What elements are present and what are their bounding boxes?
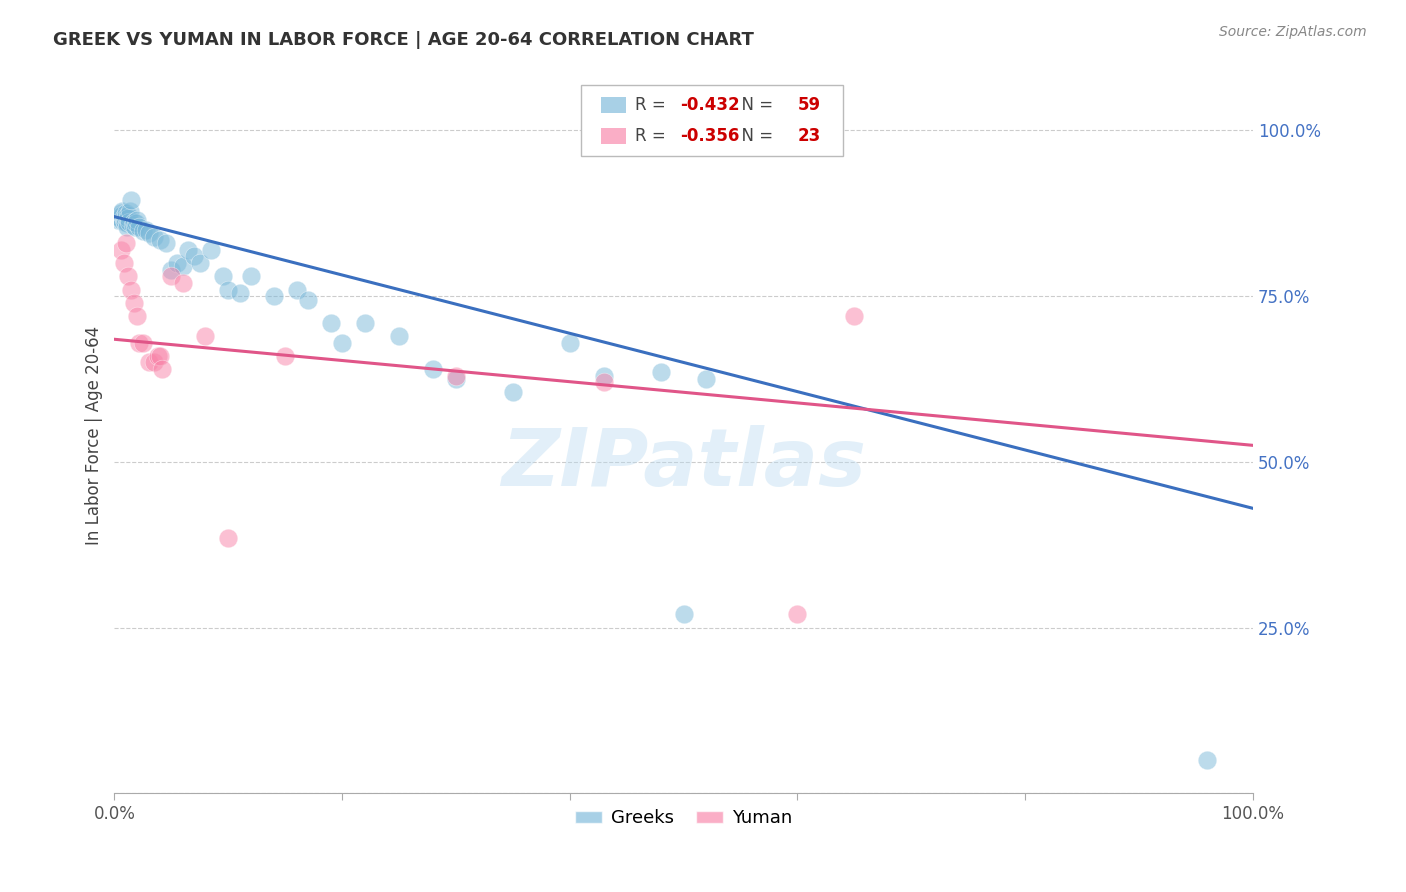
Point xyxy=(695,372,717,386)
Point xyxy=(132,224,155,238)
Point xyxy=(115,216,138,230)
Point xyxy=(155,236,177,251)
Point xyxy=(297,293,319,307)
Point xyxy=(183,249,205,263)
Point xyxy=(117,269,139,284)
Point xyxy=(422,362,444,376)
Point xyxy=(172,276,194,290)
Point xyxy=(200,243,222,257)
Point xyxy=(593,376,616,390)
Point xyxy=(388,329,411,343)
FancyBboxPatch shape xyxy=(600,128,626,144)
Point xyxy=(114,210,136,224)
Point xyxy=(108,210,131,224)
Point xyxy=(121,193,143,207)
Text: -0.432: -0.432 xyxy=(681,95,740,113)
Legend: Greeks, Yuman: Greeks, Yuman xyxy=(568,802,800,834)
Point xyxy=(121,283,143,297)
Point xyxy=(135,223,157,237)
Point xyxy=(112,213,135,227)
Point xyxy=(114,206,136,220)
Text: GREEK VS YUMAN IN LABOR FORCE | AGE 20-64 CORRELATION CHART: GREEK VS YUMAN IN LABOR FORCE | AGE 20-6… xyxy=(53,31,754,49)
Point xyxy=(1197,753,1219,767)
Point xyxy=(160,269,183,284)
Text: N =: N = xyxy=(731,128,779,145)
Point xyxy=(127,213,149,227)
Point xyxy=(121,218,143,232)
Point xyxy=(177,243,200,257)
Text: -0.356: -0.356 xyxy=(681,128,740,145)
Point xyxy=(444,372,467,386)
Point xyxy=(108,211,131,225)
Point xyxy=(128,335,150,350)
Point xyxy=(114,211,136,225)
Point xyxy=(110,213,132,227)
Point xyxy=(124,219,146,234)
Point xyxy=(146,349,169,363)
Text: Source: ZipAtlas.com: Source: ZipAtlas.com xyxy=(1219,25,1367,39)
Point xyxy=(150,362,173,376)
Point xyxy=(274,349,297,363)
Point xyxy=(117,208,139,222)
Point xyxy=(112,210,135,224)
Point xyxy=(330,335,353,350)
FancyBboxPatch shape xyxy=(581,85,844,156)
Text: R =: R = xyxy=(634,95,671,113)
Point xyxy=(166,256,188,270)
Point xyxy=(593,368,616,383)
Point xyxy=(110,243,132,257)
Point xyxy=(117,211,139,225)
Text: 23: 23 xyxy=(797,128,821,145)
Point xyxy=(114,236,136,251)
Point xyxy=(285,283,308,297)
Point xyxy=(112,256,135,270)
Point xyxy=(188,256,211,270)
Point xyxy=(240,269,263,284)
Point xyxy=(122,215,145,229)
Point xyxy=(143,229,166,244)
Point xyxy=(138,226,160,240)
Text: N =: N = xyxy=(731,95,779,113)
Point xyxy=(122,295,145,310)
Point xyxy=(114,215,136,229)
Y-axis label: In Labor Force | Age 20-64: In Labor Force | Age 20-64 xyxy=(86,326,103,545)
Point xyxy=(558,335,581,350)
Point xyxy=(354,316,377,330)
Point xyxy=(502,385,524,400)
Point xyxy=(217,531,239,545)
Point xyxy=(211,269,233,284)
Point xyxy=(672,607,695,622)
Point xyxy=(132,335,155,350)
Point xyxy=(650,366,672,380)
Point xyxy=(110,206,132,220)
Point xyxy=(194,329,217,343)
Point xyxy=(844,309,866,323)
Point xyxy=(111,208,134,222)
Point xyxy=(160,262,183,277)
Point xyxy=(138,355,160,369)
Point xyxy=(217,283,239,297)
Point xyxy=(128,219,150,234)
Point xyxy=(319,316,342,330)
Point xyxy=(228,285,250,300)
Point xyxy=(149,349,172,363)
Text: 59: 59 xyxy=(797,95,821,113)
FancyBboxPatch shape xyxy=(600,96,626,112)
Point xyxy=(143,355,166,369)
Text: R =: R = xyxy=(634,128,671,145)
Point xyxy=(149,233,172,247)
Point xyxy=(125,216,148,230)
Point xyxy=(786,607,808,622)
Point xyxy=(118,215,141,229)
Point xyxy=(107,213,129,227)
Point xyxy=(111,204,134,219)
Point xyxy=(127,309,149,323)
Text: ZIPatlas: ZIPatlas xyxy=(501,425,866,503)
Point xyxy=(115,219,138,234)
Point xyxy=(120,204,142,219)
Point xyxy=(444,368,467,383)
Point xyxy=(172,260,194,274)
Point xyxy=(263,289,285,303)
